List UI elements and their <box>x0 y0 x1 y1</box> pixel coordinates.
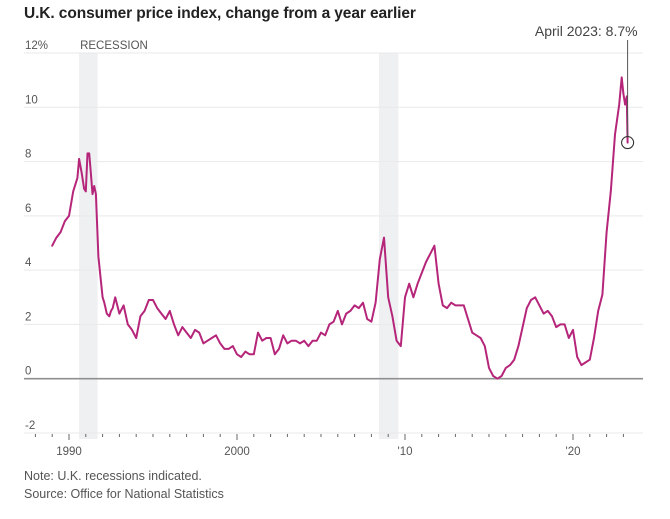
chart-title: U.K. consumer price index, change from a… <box>24 5 416 22</box>
chart-source: Source: Office for National Statistics <box>24 487 224 501</box>
y-tick-label: 10 <box>25 94 38 106</box>
x-tick-label: 1990 <box>56 446 82 458</box>
recession-bands <box>79 53 399 439</box>
y-axis-ticks: 12% 10 8 6 4 2 0 -2 <box>25 40 48 432</box>
x-tick-label: '10 <box>398 446 413 458</box>
y-tick-label: -2 <box>25 420 35 432</box>
recession-label: RECESSION <box>80 40 148 52</box>
x-tick-label: 2000 <box>224 446 250 458</box>
annotation-layer: April 2023: 8.7% <box>535 23 638 150</box>
recession-band <box>378 53 399 439</box>
y-tick-label: 0 <box>25 366 31 378</box>
x-axis: 1990 2000 '10 '20 <box>34 434 624 458</box>
annotation-marker <box>621 136 635 150</box>
recession-band <box>79 53 98 439</box>
y-tick-label: 2 <box>25 311 31 323</box>
chart-note: Note: U.K. recessions indicated. <box>24 469 202 483</box>
y-tick-label: 8 <box>25 149 31 161</box>
cpi-series-line <box>51 76 629 380</box>
x-tick-label: '20 <box>566 446 581 458</box>
gridlines <box>24 52 643 434</box>
annotation-label: April 2023: 8.7% <box>535 23 638 39</box>
y-tick-label: 4 <box>25 257 32 269</box>
series-layer <box>51 76 629 380</box>
y-tick-label: 6 <box>25 203 31 215</box>
y-tick-label: 12% <box>25 40 48 52</box>
